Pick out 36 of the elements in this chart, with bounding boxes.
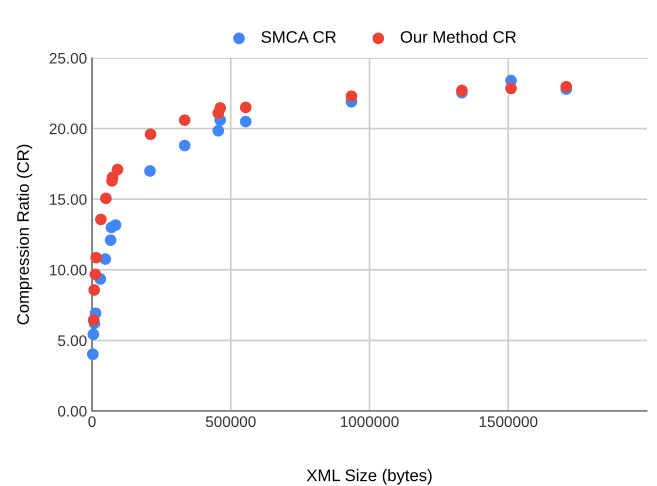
point xyxy=(240,102,252,114)
point xyxy=(178,140,190,152)
y-tick-label: 20.00 xyxy=(50,123,87,134)
point xyxy=(90,268,102,280)
x-tick-label: 500000 xyxy=(206,416,256,428)
point xyxy=(240,116,252,128)
point xyxy=(88,328,100,340)
point xyxy=(212,124,224,137)
y-tick-label: 10.00 xyxy=(50,264,87,276)
point xyxy=(505,82,517,94)
x-tick-label: 1000000 xyxy=(340,416,399,428)
point xyxy=(100,192,112,204)
point xyxy=(560,80,572,92)
point xyxy=(95,214,107,226)
point xyxy=(87,348,99,360)
point xyxy=(112,164,124,176)
x-axis-title: XML Size (bytes) xyxy=(306,468,432,485)
point xyxy=(110,219,122,231)
point xyxy=(178,114,190,126)
point xyxy=(214,102,226,114)
point xyxy=(144,128,156,140)
y-tick-label: 5.00 xyxy=(58,335,87,346)
point xyxy=(90,252,102,264)
point xyxy=(104,234,116,246)
legend-label: SMCA CR xyxy=(261,31,336,43)
x-tick-label: 1500000 xyxy=(480,416,538,428)
y-axis-title: Compression Ratio (CR) xyxy=(16,144,32,324)
point xyxy=(346,90,358,102)
point xyxy=(88,284,100,296)
y-tick-label: 15.00 xyxy=(50,194,87,205)
point xyxy=(144,165,156,177)
point xyxy=(88,314,100,326)
y-tick-label: 25.00 xyxy=(50,52,87,64)
x-tick-label: 0 xyxy=(88,416,96,428)
y-tick-label: 0.00 xyxy=(58,406,87,417)
legend-label: Our Method CR xyxy=(400,30,516,43)
